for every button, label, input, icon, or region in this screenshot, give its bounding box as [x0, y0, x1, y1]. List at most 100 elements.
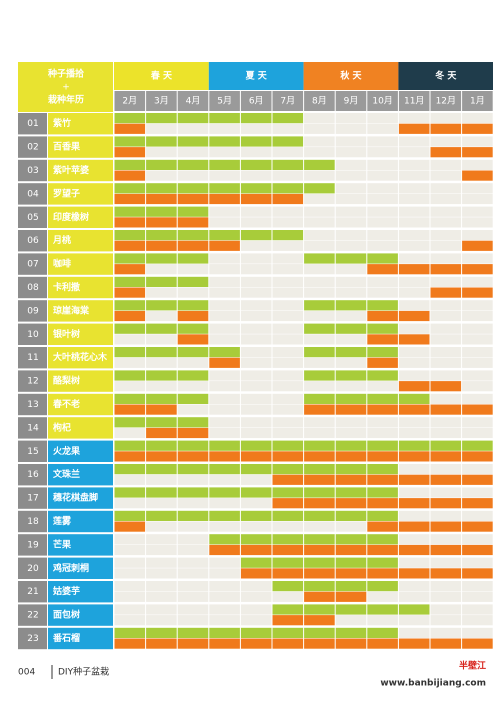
sow-cell [304, 300, 335, 311]
sow-cell [209, 604, 240, 615]
sow-cell [304, 581, 335, 592]
plant-cell [335, 521, 367, 532]
plant-cell [430, 217, 462, 228]
plant-cell [240, 240, 272, 251]
sow-cell [114, 230, 146, 241]
sow-cell [430, 230, 462, 241]
plant-cell [304, 544, 335, 556]
plant-name: 春不老 [52, 398, 80, 410]
plant-cell [177, 404, 209, 415]
name-cell [48, 113, 113, 135]
sow-cell [177, 206, 209, 217]
sow-cell [177, 136, 209, 147]
header-cell [18, 62, 113, 112]
sow-cell [304, 557, 335, 568]
plant-cell [367, 287, 398, 298]
plant-cell [367, 193, 398, 205]
plant-cell [272, 474, 304, 485]
sow-cell [462, 393, 493, 404]
plant-cell [335, 381, 367, 392]
plant-cell [367, 498, 398, 509]
plant-cell [209, 474, 240, 485]
sow-cell [146, 440, 177, 451]
sow-cell [177, 393, 209, 404]
sow-cell [114, 417, 146, 428]
sow-cell [335, 417, 367, 428]
plant-cell [430, 310, 462, 322]
season-cell [398, 62, 493, 90]
plant-cell [209, 615, 240, 626]
sow-cell [114, 370, 146, 381]
plant-cell [146, 544, 177, 556]
sow-cell [304, 440, 335, 451]
number-cell [18, 113, 47, 135]
plant-cell [209, 451, 240, 462]
plant-cell [209, 591, 240, 602]
sow-cell [240, 206, 272, 217]
sow-cell [177, 300, 209, 311]
sow-cell [304, 464, 335, 475]
plant-cell [146, 170, 177, 181]
plant-cell [462, 381, 493, 392]
plant-cell [146, 334, 177, 345]
sow-cell [335, 136, 367, 147]
month-cell [240, 91, 272, 111]
name-cell [48, 183, 113, 205]
plant-cell [398, 193, 430, 205]
number-cell [18, 276, 47, 299]
month-label: 9月 [344, 96, 359, 107]
plant-number: 12 [27, 377, 38, 387]
name-cell [48, 393, 113, 416]
plant-cell [209, 427, 240, 439]
sow-cell [146, 206, 177, 217]
sow-cell [367, 323, 398, 334]
plant-number: 01 [27, 119, 38, 129]
sow-cell [177, 627, 209, 638]
sow-cell [462, 206, 493, 217]
plant-number: 07 [27, 260, 38, 270]
sow-cell [177, 276, 209, 287]
number-cell [18, 440, 47, 462]
plant-cell [240, 217, 272, 228]
plant-cell [462, 474, 493, 485]
sow-cell [114, 183, 146, 194]
plant-cell [146, 404, 177, 415]
plant-cell [272, 591, 304, 602]
plant-cell [177, 123, 209, 134]
plant-cell [240, 287, 272, 298]
plant-number: 21 [27, 587, 38, 597]
plant-name: 紫叶苹婆 [53, 164, 89, 176]
plant-cell [462, 544, 493, 556]
number-cell [18, 323, 47, 345]
plant-cell [177, 474, 209, 485]
plant-cell [367, 334, 398, 345]
month-cell [430, 91, 462, 111]
plant-number: 18 [27, 517, 39, 527]
plant-cell [335, 193, 367, 205]
month-label: 6月 [249, 96, 264, 107]
sow-cell [114, 159, 146, 170]
plant-cell [335, 310, 367, 322]
sow-cell [304, 183, 335, 194]
sow-cell [430, 534, 462, 545]
plant-cell [240, 193, 272, 205]
sow-cell [177, 347, 209, 358]
plant-name: 火龙果 [53, 445, 81, 457]
sow-cell [398, 183, 430, 194]
plant-cell [209, 638, 240, 649]
sow-cell [209, 581, 240, 592]
book-title: DIY种子盆栽 [58, 666, 109, 678]
plant-cell [367, 591, 398, 602]
plant-name: 文珠兰 [52, 468, 80, 480]
plant-cell [209, 404, 240, 415]
plant-cell [430, 287, 462, 298]
plant-cell [430, 451, 462, 462]
sow-cell [240, 581, 272, 592]
plant-cell [177, 193, 209, 205]
plant-cell [114, 240, 146, 251]
plant-cell [462, 193, 493, 205]
sow-cell [240, 604, 272, 615]
name-cell [48, 370, 113, 392]
plant-name: 面包树 [53, 609, 80, 621]
